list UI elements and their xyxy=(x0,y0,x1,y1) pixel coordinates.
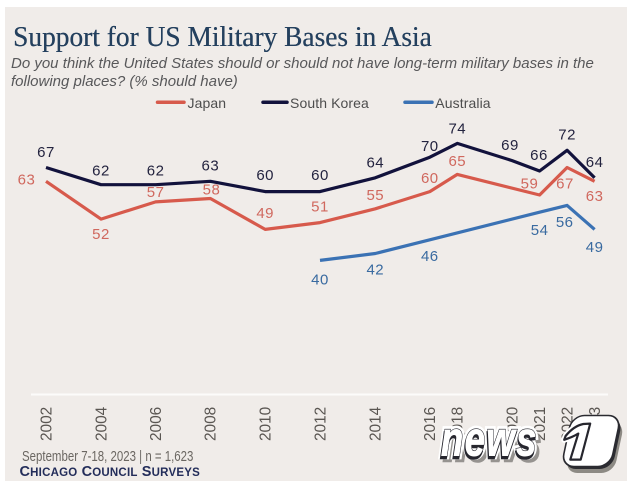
svg-text:2012: 2012 xyxy=(312,407,329,441)
svg-text:60: 60 xyxy=(421,170,439,187)
svg-text:59: 59 xyxy=(521,176,539,193)
svg-text:58: 58 xyxy=(203,182,221,199)
svg-text:66: 66 xyxy=(530,147,548,164)
svg-text:news: news xyxy=(444,417,541,471)
svg-text:46: 46 xyxy=(421,248,439,265)
svg-text:news: news xyxy=(440,415,537,469)
svg-text:40: 40 xyxy=(311,271,329,288)
svg-text:2010: 2010 xyxy=(258,407,275,441)
svg-text:Japan: Japan xyxy=(188,95,227,111)
svg-text:news: news xyxy=(441,413,538,467)
svg-text:news: news xyxy=(441,413,538,467)
svg-text:2008: 2008 xyxy=(203,407,220,441)
svg-text:70: 70 xyxy=(421,138,439,155)
svg-text:South Korea: South Korea xyxy=(290,95,369,111)
svg-text:57: 57 xyxy=(147,184,165,201)
svg-text:news: news xyxy=(441,413,538,467)
svg-text:56: 56 xyxy=(556,214,574,231)
svg-text:2004: 2004 xyxy=(93,406,110,441)
svg-text:67: 67 xyxy=(556,176,574,193)
svg-text:63: 63 xyxy=(586,188,604,205)
svg-text:62: 62 xyxy=(147,163,165,180)
svg-text:72: 72 xyxy=(558,127,576,144)
svg-text:63: 63 xyxy=(202,158,220,175)
svg-text:2006: 2006 xyxy=(148,407,165,441)
svg-text:64: 64 xyxy=(586,154,604,171)
svg-text:2021: 2021 xyxy=(532,407,549,441)
svg-text:51: 51 xyxy=(311,199,329,216)
svg-text:42: 42 xyxy=(366,262,384,279)
svg-text:64: 64 xyxy=(366,155,384,172)
svg-text:2002: 2002 xyxy=(38,407,55,441)
svg-text:60: 60 xyxy=(256,167,274,184)
svg-text:49: 49 xyxy=(256,205,274,222)
svg-text:69: 69 xyxy=(501,137,519,154)
svg-text:54: 54 xyxy=(531,222,549,239)
svg-text:65: 65 xyxy=(448,153,466,170)
svg-text:2018: 2018 xyxy=(450,407,467,441)
svg-text:Australia: Australia xyxy=(435,95,490,111)
svg-text:2020: 2020 xyxy=(504,407,521,441)
svg-text:2014: 2014 xyxy=(368,406,385,441)
svg-text:62: 62 xyxy=(92,163,110,180)
svg-text:67: 67 xyxy=(37,144,55,161)
svg-text:49: 49 xyxy=(586,239,604,256)
svg-text:63: 63 xyxy=(18,172,36,189)
svg-text:55: 55 xyxy=(366,187,384,204)
svg-text:60: 60 xyxy=(311,167,329,184)
svg-text:52: 52 xyxy=(92,226,110,243)
svg-text:2016: 2016 xyxy=(422,407,439,441)
svg-text:74: 74 xyxy=(448,121,466,138)
